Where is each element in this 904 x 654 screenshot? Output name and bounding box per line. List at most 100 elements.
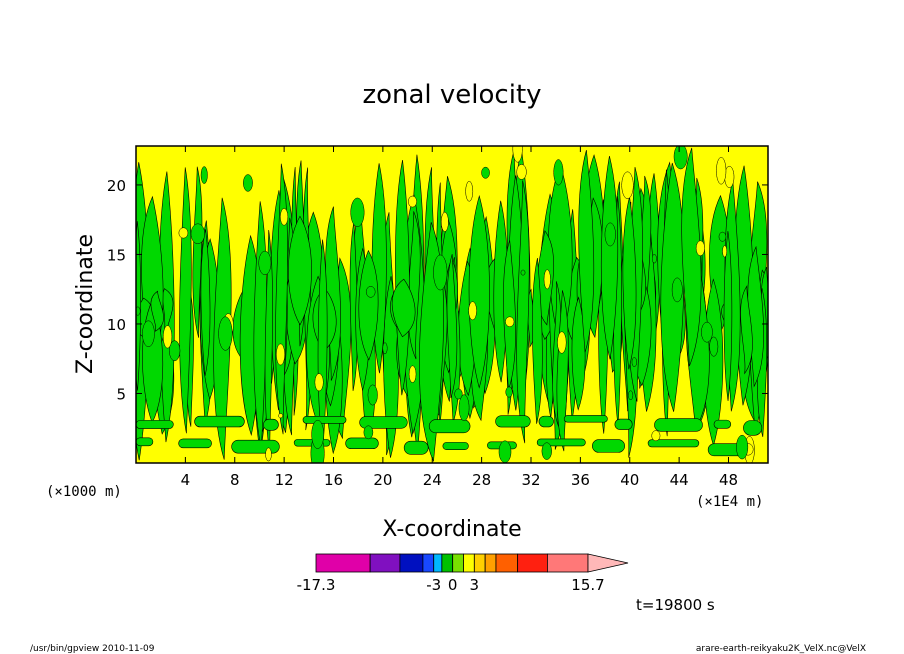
field-blob <box>365 286 376 298</box>
field-region <box>600 156 619 360</box>
field-blob <box>465 180 474 202</box>
field-blob <box>520 269 526 276</box>
y-tick-label: 20 <box>107 177 126 195</box>
field-band <box>136 437 154 447</box>
field-blob <box>162 325 173 349</box>
colorbar-segment <box>517 553 548 573</box>
x-tick-label: 16 <box>324 471 343 489</box>
field-blob <box>190 223 205 244</box>
field-blob <box>505 316 515 327</box>
field-blob <box>314 373 324 392</box>
colorbar-tick-label: -17.3 <box>297 576 336 594</box>
field-blob <box>278 413 283 419</box>
field-blob <box>512 146 523 163</box>
field-blob <box>440 211 449 232</box>
field-region <box>723 230 733 401</box>
y-tick-label: 5 <box>116 385 126 403</box>
field-region <box>349 221 358 391</box>
field-band <box>178 438 212 449</box>
field-band <box>743 420 763 436</box>
field-region <box>681 147 702 367</box>
field-region <box>446 254 458 399</box>
field-blob <box>651 254 657 264</box>
x-axis-unit-left: (×1000 m) <box>46 484 122 500</box>
field-blob <box>553 159 564 186</box>
colorbar-tick-labels: -17.3 -3 0 3 15.7 <box>297 576 605 594</box>
colorbar-segment <box>399 553 424 573</box>
field-blob <box>541 442 552 460</box>
field-blob <box>258 250 272 276</box>
field-blob <box>671 277 683 303</box>
field-blob <box>136 306 141 316</box>
field-band <box>614 418 633 430</box>
field-region <box>192 166 203 338</box>
field-region <box>622 196 637 370</box>
colorbar-segment <box>452 553 464 573</box>
field-blob <box>276 343 286 366</box>
field-blob <box>604 222 616 247</box>
field-band <box>194 415 245 428</box>
field-blob <box>367 384 378 406</box>
field-band <box>442 442 469 450</box>
field-blob <box>628 390 634 401</box>
field-blob <box>433 254 448 291</box>
field-blob <box>505 386 513 398</box>
x-tick-label: 40 <box>620 471 639 489</box>
x-tick-label: 28 <box>472 471 491 489</box>
field-region <box>288 215 312 326</box>
plot-area <box>135 145 769 464</box>
colorbar-tick-label: 15.7 <box>571 576 604 594</box>
field-blob <box>408 195 417 208</box>
colorbar-tick-label: -3 <box>426 576 441 594</box>
colorbar-tick-label: 3 <box>470 576 480 594</box>
colorbar-extend-arrow <box>587 553 629 573</box>
colorbar-segment <box>315 553 371 573</box>
field-blob <box>265 447 272 462</box>
field-region <box>275 163 288 435</box>
field-blob <box>458 394 470 422</box>
colorbar-segment <box>369 553 401 573</box>
field-blob <box>350 197 365 228</box>
field-band <box>231 439 280 454</box>
field-blob <box>200 166 208 184</box>
field-band <box>263 418 279 431</box>
time-label: t=19800 s <box>636 596 715 614</box>
field-band <box>563 415 608 423</box>
x-tick-label: 32 <box>521 471 540 489</box>
y-axis-ticks: 5 10 15 20 <box>107 177 768 403</box>
x-tick-label: 20 <box>373 471 392 489</box>
field-blob <box>363 425 374 440</box>
field-blob <box>243 174 253 192</box>
field-blob <box>498 440 512 463</box>
field-blob <box>280 208 289 226</box>
field-region <box>740 285 753 375</box>
y-tick-label: 15 <box>107 246 126 264</box>
field-blob <box>722 245 728 258</box>
x-tick-label: 12 <box>275 471 294 489</box>
footer-right-text: arare-earth-reikyaku2K_VelX.nc@VelX <box>696 644 866 654</box>
field-region <box>200 229 211 377</box>
field-blob <box>736 434 749 460</box>
colorbar-segment <box>484 553 497 573</box>
field-blob <box>311 419 325 449</box>
field-blob <box>543 269 551 290</box>
field-region <box>532 257 543 424</box>
colorbar-segment <box>547 553 589 573</box>
field-blob <box>481 166 490 179</box>
field-band <box>647 439 700 448</box>
field-band <box>136 420 174 429</box>
field-blob <box>621 171 634 199</box>
field-region <box>150 290 164 332</box>
x-tick-label: 44 <box>670 471 689 489</box>
colorbar-segment <box>433 553 443 573</box>
footer-left-text: /usr/bin/gpview 2010-11-09 <box>30 644 155 654</box>
field-blob <box>695 240 705 257</box>
x-tick-label: 8 <box>230 471 240 489</box>
x-tick-label: 24 <box>423 471 442 489</box>
field-region <box>578 150 595 353</box>
field-blob <box>142 320 155 348</box>
colorbar-segment <box>422 553 435 573</box>
field-band <box>359 416 408 429</box>
